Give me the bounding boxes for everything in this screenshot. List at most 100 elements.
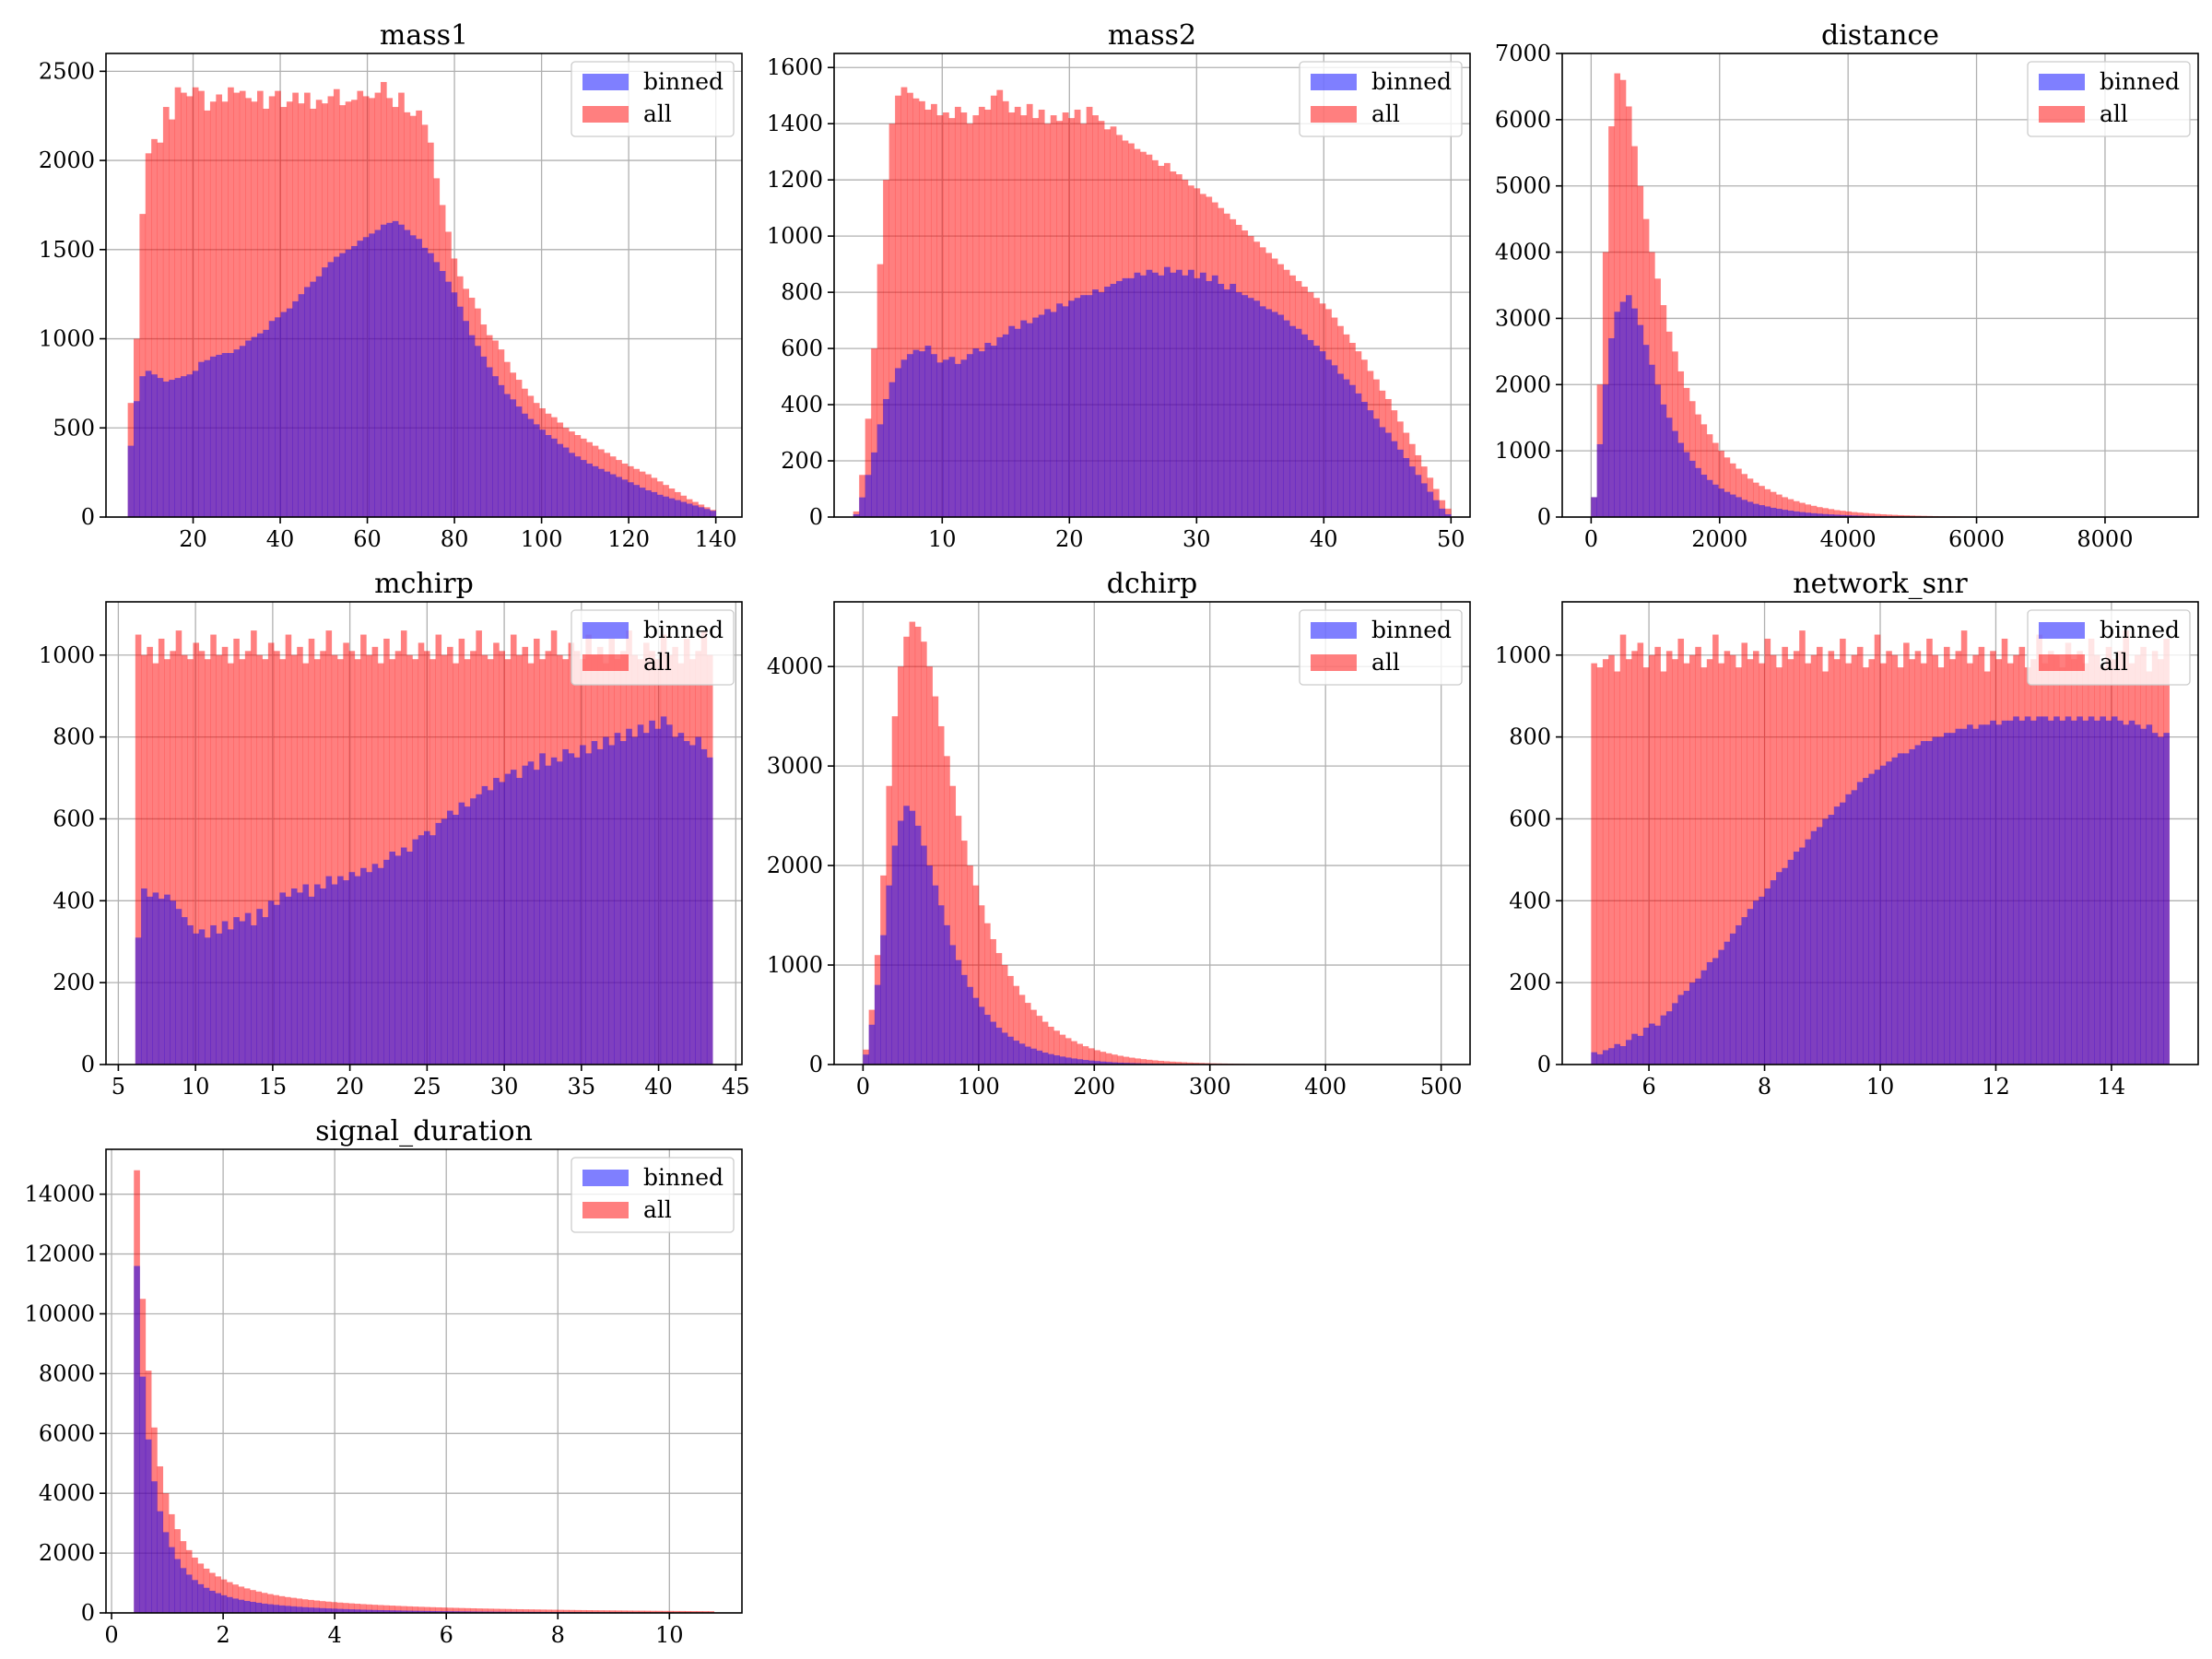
y-tick-label: 1000 <box>1495 438 1551 464</box>
bar-all <box>1729 654 1736 1065</box>
bar-binned <box>666 724 673 1065</box>
bar-binned <box>574 456 582 517</box>
bar-binned <box>256 333 264 517</box>
bar-all <box>557 1609 564 1613</box>
bar-binned <box>1920 741 1927 1065</box>
bar-binned <box>2151 733 2159 1065</box>
bar-binned <box>337 876 344 1065</box>
bar-binned <box>273 1605 279 1613</box>
bar-all <box>1059 1034 1066 1065</box>
series-binned <box>135 716 713 1065</box>
bar-all <box>937 725 945 1065</box>
bar-all <box>1700 667 1708 1065</box>
bar-all <box>278 1595 286 1613</box>
bar-binned <box>498 384 505 517</box>
bar-binned <box>319 1607 326 1613</box>
bar-all <box>1770 491 1777 517</box>
bar-binned <box>192 371 199 517</box>
bar-binned <box>465 1611 471 1613</box>
bar-all <box>1030 1009 1037 1065</box>
bar-binned <box>522 765 529 1065</box>
bar-all <box>972 115 980 518</box>
bar-binned <box>545 435 552 517</box>
bar-binned <box>1955 728 1962 1065</box>
bar-all <box>1112 1054 1118 1065</box>
bar-all <box>233 92 241 518</box>
bar-binned <box>1086 295 1093 517</box>
chart-title: mass1 <box>380 19 468 52</box>
bar-all <box>481 1608 488 1613</box>
bar-all <box>290 654 298 1065</box>
bar-all <box>638 1610 645 1613</box>
bar-binned <box>874 984 881 1065</box>
bar-binned <box>1851 515 1858 517</box>
bar-binned <box>2128 720 2136 1065</box>
bar-binned <box>1619 1046 1627 1065</box>
bar-binned <box>880 935 887 1065</box>
x-tick-label: 2000 <box>1691 526 1747 552</box>
bar-all <box>960 112 968 517</box>
bar-all <box>1048 1026 1054 1065</box>
bar-all <box>1805 504 1812 517</box>
bar-binned <box>1014 328 1021 517</box>
bar-binned <box>348 872 356 1065</box>
bar-binned <box>215 1593 221 1613</box>
bar-binned <box>1626 1040 1632 1065</box>
bar-binned <box>871 452 877 517</box>
bar-binned <box>1187 269 1194 517</box>
bar-binned <box>186 374 194 517</box>
chart-title: signal_duration <box>315 1115 533 1147</box>
y-tick-label: 2500 <box>39 58 95 84</box>
bar-binned <box>674 500 681 517</box>
bar-binned <box>371 1609 378 1613</box>
x-tick-label: 0 <box>856 1074 870 1100</box>
bar-binned <box>990 346 997 517</box>
bar-binned <box>145 1439 152 1613</box>
bar-binned <box>1036 1050 1043 1065</box>
bar-binned <box>907 354 913 517</box>
bar-binned <box>348 1609 355 1613</box>
bar-binned <box>1793 851 1800 1065</box>
bar-binned <box>1427 491 1434 517</box>
legend-swatch-binned <box>1311 622 1357 639</box>
bar-binned <box>972 997 980 1065</box>
bar-all <box>274 651 280 1065</box>
bar-binned <box>1949 733 1956 1065</box>
bar-binned <box>371 864 379 1065</box>
bar-binned <box>1602 1050 1609 1065</box>
bar-binned <box>668 498 676 517</box>
bar-binned <box>1741 500 1748 517</box>
bar-binned <box>251 924 257 1065</box>
bar-all <box>267 1594 274 1613</box>
bar-binned <box>580 460 587 517</box>
bar-binned <box>1002 334 1009 517</box>
bar-all <box>1665 651 1673 1065</box>
bar-binned <box>453 1611 460 1613</box>
bar-binned <box>859 497 865 517</box>
bar-all <box>1614 73 1621 518</box>
bar-all <box>1032 118 1040 517</box>
bar-binned <box>895 368 901 517</box>
bar-binned <box>2007 720 2014 1065</box>
bar-all <box>551 1609 559 1613</box>
bar-binned <box>1128 277 1135 517</box>
bar-binned <box>591 741 598 1065</box>
bar-binned <box>336 1608 344 1613</box>
bar-all <box>400 1606 407 1613</box>
bar-all <box>1654 646 1661 1065</box>
legend: binned all <box>571 609 735 686</box>
bar-binned <box>139 1376 147 1613</box>
bar-all <box>1175 1062 1182 1065</box>
bar-all <box>1840 511 1846 517</box>
bar-binned <box>948 357 956 517</box>
bar-binned <box>354 1609 361 1613</box>
bar-binned <box>2001 720 2008 1065</box>
bar-all <box>931 103 937 517</box>
bar-binned <box>1753 503 1759 517</box>
bar-binned <box>1098 292 1105 517</box>
bar-all <box>702 1611 709 1613</box>
bar-binned <box>382 1610 390 1613</box>
bar-binned <box>339 253 346 517</box>
bar-binned <box>1415 475 1422 517</box>
bar-binned <box>863 1054 869 1065</box>
